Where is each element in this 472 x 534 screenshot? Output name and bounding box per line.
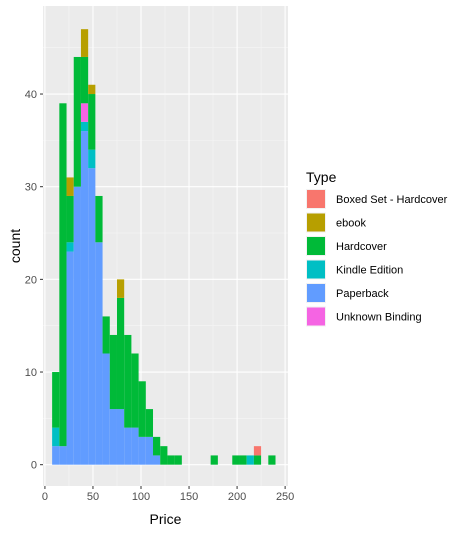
bar-hardcover xyxy=(253,455,262,465)
bar-hardcover xyxy=(174,455,182,465)
bar-hardcover xyxy=(73,56,81,187)
x-tick-label: 0 xyxy=(42,491,48,503)
bar-paperback xyxy=(102,353,110,465)
bar-hardcover xyxy=(59,103,67,447)
bar-hardcover xyxy=(88,94,96,150)
y-axis: 0 10 20 30 40 xyxy=(25,89,43,472)
bar-hardcover xyxy=(239,455,247,465)
legend-swatch xyxy=(307,190,325,208)
bar-paperback xyxy=(80,131,89,465)
bar-paperback xyxy=(59,446,67,465)
bar-paperback xyxy=(116,409,125,465)
legend-swatch xyxy=(307,260,325,279)
bar-hardcover xyxy=(109,334,117,410)
bar-kindle-edition xyxy=(80,121,89,132)
x-axis-title: Price xyxy=(150,511,182,527)
legend-label: ebook xyxy=(336,218,366,230)
y-tick-label: 40 xyxy=(25,89,37,101)
bar-ebook xyxy=(88,84,96,95)
bar-hardcover xyxy=(167,455,175,465)
bar-paperback xyxy=(52,446,60,465)
bar-hardcover xyxy=(102,316,110,354)
x-axis: 0 50 100 150 200 250 xyxy=(42,486,294,503)
bar-hardcover xyxy=(116,297,125,410)
bar-hardcover xyxy=(138,381,146,437)
bar-hardcover xyxy=(268,455,276,465)
x-tick-label: 250 xyxy=(276,491,294,503)
bar-hardcover xyxy=(95,195,103,243)
bar-ebook xyxy=(80,29,89,57)
legend-label: Paperback xyxy=(336,288,389,300)
legend-swatch xyxy=(307,307,325,326)
bar-hardcover xyxy=(153,436,161,456)
bar-hardcover xyxy=(52,372,60,428)
x-tick-label: 150 xyxy=(180,491,198,503)
legend-title: Type xyxy=(306,169,337,185)
legend: Type Boxed Set - Hardcover ebook Hardcover… xyxy=(306,169,448,327)
legend-label: Hardcover xyxy=(336,241,387,253)
x-tick-label: 100 xyxy=(132,491,150,503)
bar-ebook xyxy=(66,177,74,196)
legend-label: Boxed Set - Hardcover xyxy=(336,194,448,206)
bar-paperback xyxy=(153,455,161,465)
bar-hardcover xyxy=(210,455,218,465)
y-tick-label: 0 xyxy=(31,460,37,472)
x-tick-label: 200 xyxy=(228,491,246,503)
bar-paperback xyxy=(109,409,117,465)
y-axis-title: count xyxy=(7,229,23,263)
bar-paperback xyxy=(66,251,74,465)
bar-paperback xyxy=(95,242,103,465)
bar-hardcover xyxy=(66,195,74,243)
y-tick-label: 30 xyxy=(25,182,37,194)
x-tick-label: 50 xyxy=(87,491,99,503)
bar-paperback xyxy=(124,427,132,465)
bar-paperback xyxy=(88,168,96,465)
bar-kindle-edition xyxy=(66,242,74,252)
legend-swatch xyxy=(307,237,325,255)
bar-kindle-edition xyxy=(246,455,254,465)
bar-ebook xyxy=(116,279,125,298)
bar-hardcover xyxy=(232,455,240,465)
legend-swatch xyxy=(307,213,325,232)
legend-label: Kindle Edition xyxy=(336,265,403,277)
bar-paperback xyxy=(138,436,146,465)
bar-hardcover xyxy=(131,353,139,428)
bars-layer xyxy=(52,29,276,465)
bar-kindle-edition xyxy=(88,149,96,169)
y-tick-label: 10 xyxy=(25,367,37,379)
legend-label: Unknown Binding xyxy=(336,312,422,324)
bar-paperback xyxy=(145,436,154,465)
bar-paperback xyxy=(131,427,139,465)
bar-hardcover xyxy=(145,409,154,437)
bar-hardcover xyxy=(124,334,132,428)
bar-hardcover xyxy=(80,56,89,104)
bar-hardcover xyxy=(160,446,168,465)
bar-paperback xyxy=(73,186,81,465)
bar-boxed-set-hardcover xyxy=(253,446,262,456)
legend-swatch xyxy=(307,284,325,302)
y-tick-label: 20 xyxy=(25,274,37,286)
bar-kindle-edition xyxy=(52,427,60,447)
bar-unknown-binding xyxy=(80,103,89,122)
